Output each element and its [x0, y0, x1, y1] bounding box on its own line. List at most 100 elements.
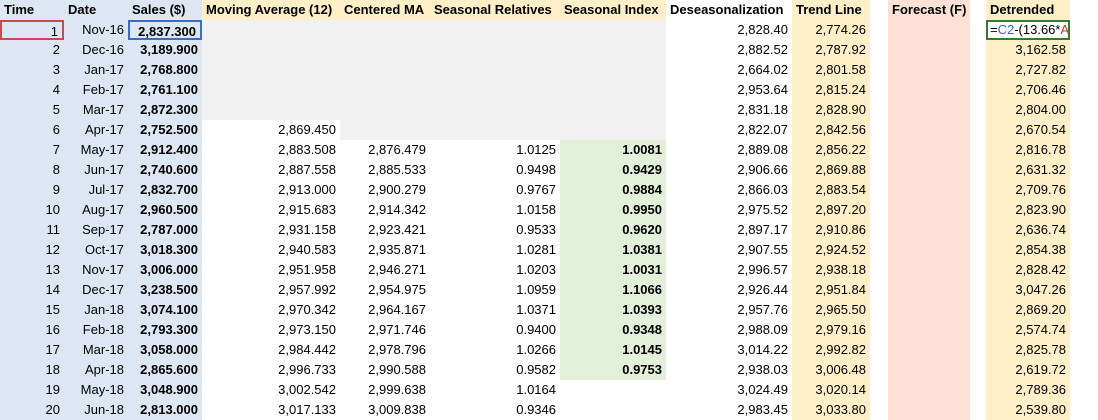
- cell-centered-ma[interactable]: 2,935.871: [368, 242, 426, 257]
- cell-sales[interactable]: 2,761.100: [128, 80, 202, 100]
- cell-seasonal-index[interactable]: 1.0393: [560, 300, 666, 320]
- header-date[interactable]: Date: [64, 0, 128, 20]
- cell-sales[interactable]: 3,058.000: [128, 340, 202, 360]
- cell-trend-line[interactable]: 2,787.92: [792, 40, 870, 60]
- cell-deseasonalization[interactable]: 2,866.03: [737, 182, 788, 197]
- cell-moving-average[interactable]: 2,913.000: [278, 182, 336, 197]
- cell-forecast[interactable]: [888, 380, 970, 400]
- cell-seasonal-index[interactable]: [560, 80, 666, 100]
- cell-date[interactable]: Jul-17: [64, 180, 128, 200]
- cell-trend-line[interactable]: 2,774.26: [792, 20, 870, 40]
- cell-moving-average[interactable]: [202, 100, 340, 120]
- cell-time[interactable]: 6: [0, 120, 64, 140]
- formula-edit-cell[interactable]: =C2-(13.66*A2): [986, 20, 1070, 40]
- cell-seasonal-index[interactable]: 1.0081: [560, 140, 666, 160]
- cell-deseasonalization[interactable]: 3,024.49: [737, 382, 788, 397]
- cell-deseasonalization[interactable]: 2,926.44: [737, 282, 788, 297]
- cell-date[interactable]: May-18: [64, 380, 128, 400]
- cell-deseasonalization[interactable]: 2,897.17: [737, 222, 788, 237]
- cell-trend-line[interactable]: 2,992.82: [792, 340, 870, 360]
- cell-time[interactable]: 18: [0, 360, 64, 380]
- cell-centered-ma[interactable]: 2,923.421: [368, 222, 426, 237]
- cell-centered-ma[interactable]: [340, 100, 430, 120]
- cell-seasonal-relatives[interactable]: 1.0959: [516, 282, 556, 297]
- cell-moving-average[interactable]: 2,931.158: [278, 222, 336, 237]
- cell-detrended[interactable]: 2,574.74: [986, 320, 1070, 340]
- cell-deseasonalization[interactable]: 2,938.03: [737, 362, 788, 377]
- cell-seasonal-index[interactable]: 1.0381: [560, 240, 666, 260]
- cell-trend-line[interactable]: 2,951.84: [792, 280, 870, 300]
- cell-sales[interactable]: 2,832.700: [128, 180, 202, 200]
- cell-sales[interactable]: 3,048.900: [128, 380, 202, 400]
- cell-seasonal-relatives[interactable]: 0.9498: [516, 162, 556, 177]
- cell-time[interactable]: 7: [0, 140, 64, 160]
- cell-moving-average[interactable]: 2,951.958: [278, 262, 336, 277]
- cell-seasonal-relatives[interactable]: 1.0266: [516, 342, 556, 357]
- cell-forecast[interactable]: [888, 360, 970, 380]
- cell-deseasonalization[interactable]: 2,996.57: [737, 262, 788, 277]
- header-seasonal-index[interactable]: Seasonal Index: [560, 0, 666, 20]
- cell-trend-line[interactable]: 2,938.18: [792, 260, 870, 280]
- cell-detrended[interactable]: 2,823.90: [986, 200, 1070, 220]
- cell-date[interactable]: Mar-17: [64, 100, 128, 120]
- cell-deseasonalization[interactable]: 3,014.22: [737, 342, 788, 357]
- cell-sales[interactable]: 2,960.500: [128, 200, 202, 220]
- cell-moving-average[interactable]: 2,940.583: [278, 242, 336, 257]
- cell-seasonal-relatives[interactable]: 1.0281: [516, 242, 556, 257]
- cell-seasonal-relatives[interactable]: 0.9400: [516, 322, 556, 337]
- cell-centered-ma[interactable]: 2,954.975: [368, 282, 426, 297]
- cell-time[interactable]: 13: [0, 260, 64, 280]
- cell-seasonal-index[interactable]: [560, 380, 666, 400]
- cell-date[interactable]: Mar-18: [64, 340, 128, 360]
- cell-detrended[interactable]: 2,869.20: [986, 300, 1070, 320]
- cell-seasonal-index[interactable]: 0.9950: [560, 200, 666, 220]
- cell-time[interactable]: 2: [0, 40, 64, 60]
- cell-date[interactable]: Sep-17: [64, 220, 128, 240]
- cell-moving-average[interactable]: 2,973.150: [278, 322, 336, 337]
- cell-trend-line[interactable]: 2,979.16: [792, 320, 870, 340]
- cell-seasonal-index[interactable]: 0.9429: [560, 160, 666, 180]
- cell-detrended[interactable]: =C2-(13.66*A2): [986, 20, 1070, 40]
- cell-forecast[interactable]: [888, 300, 970, 320]
- cell-centered-ma[interactable]: [340, 80, 430, 100]
- cell-date[interactable]: Aug-17: [64, 200, 128, 220]
- cell-seasonal-relatives[interactable]: [430, 80, 560, 100]
- cell-trend-line[interactable]: 2,856.22: [792, 140, 870, 160]
- cell-time[interactable]: 12: [0, 240, 64, 260]
- header-trend-line[interactable]: Trend Line: [792, 0, 870, 20]
- cell-deseasonalization[interactable]: 2,907.55: [737, 242, 788, 257]
- cell-seasonal-index[interactable]: [560, 100, 666, 120]
- cell-sales[interactable]: 3,006.000: [128, 260, 202, 280]
- cell-seasonal-relatives[interactable]: 0.9346: [516, 402, 556, 417]
- cell-sales[interactable]: 2,912.400: [128, 140, 202, 160]
- cell-time[interactable]: 15: [0, 300, 64, 320]
- cell-deseasonalization[interactable]: 2,882.52: [737, 42, 788, 57]
- cell-sales[interactable]: 2,865.600: [128, 360, 202, 380]
- cell-time[interactable]: 19: [0, 380, 64, 400]
- cell-trend-line[interactable]: 2,828.90: [792, 100, 870, 120]
- cell-centered-ma[interactable]: 2,900.279: [368, 182, 426, 197]
- cell-date[interactable]: Nov-16: [64, 20, 128, 40]
- cell-detrended[interactable]: 2,709.76: [986, 180, 1070, 200]
- cell-centered-ma[interactable]: 2,999.638: [368, 382, 426, 397]
- cell-time[interactable]: 10: [0, 200, 64, 220]
- cell-moving-average[interactable]: 3,002.542: [278, 382, 336, 397]
- cell-detrended[interactable]: 2,804.00: [986, 100, 1070, 120]
- cell-sales[interactable]: 2,740.600: [128, 160, 202, 180]
- cell-forecast[interactable]: [888, 40, 970, 60]
- cell-seasonal-relatives[interactable]: [430, 100, 560, 120]
- cell-sales[interactable]: 3,189.900: [128, 40, 202, 60]
- cell-deseasonalization[interactable]: 2,889.08: [737, 142, 788, 157]
- cell-moving-average[interactable]: 3,017.133: [278, 402, 336, 417]
- cell-detrended[interactable]: 2,789.36: [986, 380, 1070, 400]
- cell-centered-ma[interactable]: 2,914.342: [368, 202, 426, 217]
- cell-date[interactable]: Feb-18: [64, 320, 128, 340]
- cell-time[interactable]: 5: [0, 100, 64, 120]
- cell-deseasonalization[interactable]: 2,975.52: [737, 202, 788, 217]
- cell-seasonal-relatives[interactable]: 1.0203: [516, 262, 556, 277]
- cell-centered-ma[interactable]: [340, 40, 430, 60]
- cell-time[interactable]: 14: [0, 280, 64, 300]
- cell-deseasonalization[interactable]: 2,988.09: [737, 322, 788, 337]
- cell-trend-line[interactable]: 2,869.88: [792, 160, 870, 180]
- cell-sales[interactable]: 3,018.300: [128, 240, 202, 260]
